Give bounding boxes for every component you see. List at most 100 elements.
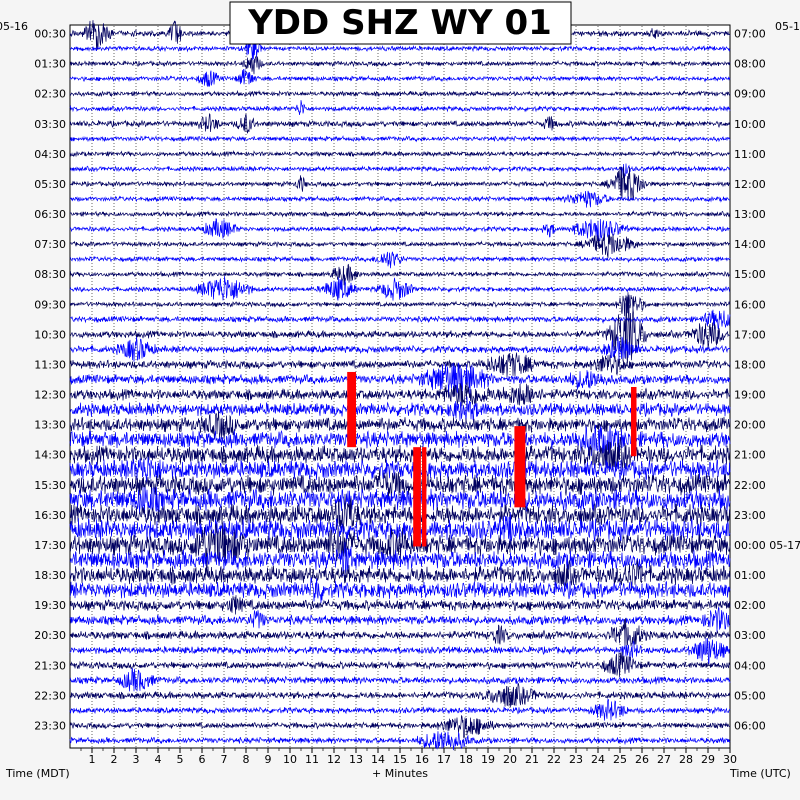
clipped-event <box>514 426 526 508</box>
left-time-label: 10:30 <box>34 328 66 341</box>
x-tick-label: 7 <box>221 753 228 766</box>
chart-title: YDD SHZ WY 01 <box>247 3 552 43</box>
x-tick-label: 14 <box>371 753 385 766</box>
right-time-label: 01:00 <box>734 569 766 582</box>
x-tick-label: 13 <box>349 753 363 766</box>
trace-row <box>69 100 731 116</box>
left-time-label: 17:30 <box>34 539 66 552</box>
left-time-label: 19:30 <box>34 599 66 612</box>
x-tick-label: 20 <box>503 753 517 766</box>
right-time-label: 21:00 <box>734 449 766 462</box>
right-time-label: 23:00 <box>734 509 766 522</box>
left-time-label: 18:30 <box>34 569 66 582</box>
x-tick-label: 26 <box>635 753 649 766</box>
trace-row <box>69 456 731 483</box>
x-tick-label: 5 <box>177 753 184 766</box>
right-time-label: 11:00 <box>734 148 766 161</box>
x-tick-label: 28 <box>679 753 693 766</box>
trace-row <box>69 233 731 258</box>
x-axis-ticks: 1 2 3 4 5 6 7 8 9 10 11 12 13 14 15 16 17 18 19 20 21 22 23 24 2… <box>80 748 737 766</box>
right-time-labels: 07:00 08:00 09:00 10:00 11:00 12:00 13:00 14:00… <box>734 28 800 733</box>
x-tick-label: 8 <box>243 753 250 766</box>
x-tick-label: 3 <box>133 753 140 766</box>
title-box <box>229 1 572 45</box>
x-tick-label: 4 <box>155 753 162 766</box>
x-tick-label: 9 <box>265 753 272 766</box>
left-time-label: 07:30 <box>34 238 66 251</box>
clipped-event <box>631 387 637 457</box>
trace-row <box>69 487 731 515</box>
trace-row <box>69 336 731 362</box>
right-time-label: 16:00 <box>734 298 766 311</box>
right-time-label: 07:00 <box>734 28 766 41</box>
right-time-label: 19:00 <box>734 389 766 402</box>
trace-row <box>69 470 731 501</box>
x-tick-label: 22 <box>547 753 561 766</box>
left-time-label: 16:30 <box>34 509 66 522</box>
trace-row <box>69 39 731 61</box>
x-tick-label: 10 <box>283 753 297 766</box>
left-time-label: 06:30 <box>34 208 66 221</box>
x-tick-label: 1 <box>89 753 96 766</box>
x-tick-label: 2 <box>111 753 118 766</box>
trace-row <box>69 606 731 633</box>
x-tick-label: 27 <box>657 753 671 766</box>
trace-row <box>69 396 731 424</box>
trace-row <box>69 522 731 568</box>
right-time-label: 03:00 <box>734 629 766 642</box>
trace-row <box>69 276 731 301</box>
trace-row <box>69 715 731 740</box>
trace-row <box>69 667 731 692</box>
right-time-label: 20:00 <box>734 419 766 432</box>
x-axis-label: + Minutes <box>372 767 428 780</box>
x-tick-label: 17 <box>437 753 451 766</box>
right-time-label: 22:00 <box>734 479 766 492</box>
clipped-event <box>422 447 427 547</box>
right-time-label: 18:00 <box>734 358 766 371</box>
right-time-label: 02:00 <box>734 599 766 612</box>
clipped-events <box>347 371 637 547</box>
right-time-label: 06:00 <box>734 719 766 732</box>
left-time-label: 03:30 <box>34 118 66 131</box>
trace-row <box>69 135 731 143</box>
trace-row <box>69 352 731 378</box>
trace-row <box>69 595 731 615</box>
x-tick-label: 15 <box>393 753 407 766</box>
trace-row <box>69 113 731 134</box>
x-tick-label: 29 <box>701 753 715 766</box>
trace-row <box>69 493 731 534</box>
gridlines <box>91 26 709 748</box>
x-tick-label: 11 <box>305 753 319 766</box>
trace-row <box>69 698 731 721</box>
x-tick-label: 19 <box>481 753 495 766</box>
right-time-label: 15:00 <box>734 268 766 281</box>
left-axis-label: Time (MDT) <box>5 767 70 780</box>
x-tick-label: 16 <box>415 753 429 766</box>
trace-row <box>69 68 731 87</box>
left-time-label: 12:30 <box>34 389 66 402</box>
right-time-label: 17:00 <box>734 328 766 341</box>
left-time-label: 11:30 <box>34 358 66 371</box>
left-time-label: 23:30 <box>34 719 66 732</box>
trace-row <box>69 303 731 364</box>
trace-row <box>69 577 731 604</box>
right-time-label: 13:00 <box>734 208 766 221</box>
left-time-label: 08:30 <box>34 268 66 281</box>
trace-row <box>69 410 731 440</box>
left-time-label: 05:30 <box>34 178 66 191</box>
left-time-label: 14:30 <box>34 449 66 462</box>
right-time-label: 10:00 <box>734 118 766 131</box>
seismic-traces <box>69 20 731 751</box>
x-tick-label: 18 <box>459 753 473 766</box>
clipped-event <box>347 371 356 448</box>
left-time-label: 22:30 <box>34 689 66 702</box>
trace-row <box>69 218 731 242</box>
x-tick-label: 30 <box>723 753 737 766</box>
trace-row <box>69 362 731 398</box>
trace-row <box>69 166 730 201</box>
trace-row <box>70 309 731 331</box>
trace-row <box>69 560 731 591</box>
x-tick-label: 12 <box>327 753 341 766</box>
x-tick-label: 6 <box>199 753 206 766</box>
